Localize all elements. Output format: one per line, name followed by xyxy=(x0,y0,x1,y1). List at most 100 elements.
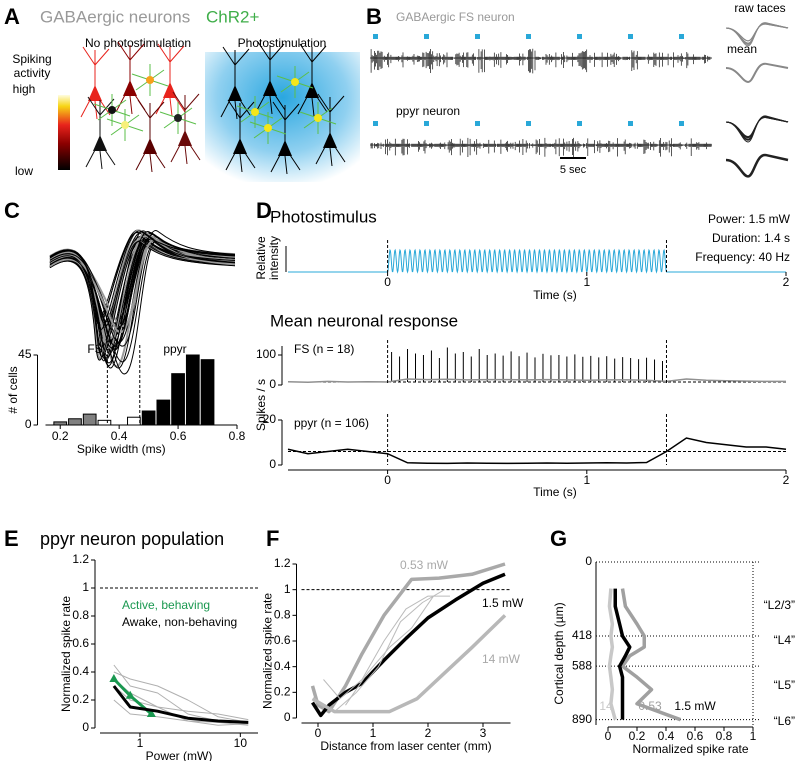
raw-trace xyxy=(369,48,712,74)
x-tick-label: 1 xyxy=(583,473,590,487)
x-tick-label: 0.4 xyxy=(658,729,675,743)
waveform xyxy=(725,117,789,138)
y-tick-label: 100 xyxy=(256,347,276,361)
x-tick-label: 0 xyxy=(315,726,322,740)
panel-title: Mean neuronal response xyxy=(270,311,458,330)
series-line xyxy=(334,589,445,712)
panel-letter: C xyxy=(4,198,20,223)
x-axis-label: Distance from laser center (mm) xyxy=(320,739,491,753)
x-tick-label: 10 xyxy=(234,736,248,750)
soma xyxy=(178,130,192,146)
dendrite xyxy=(220,46,251,120)
x-tick-label: 1 xyxy=(137,736,144,750)
y-tick-label: 0.8 xyxy=(72,608,89,622)
condition-label: Photostimulation xyxy=(238,36,327,50)
waveform-label: raw taces xyxy=(734,1,785,15)
raw-trace xyxy=(369,137,712,157)
condition-label: No photostimulation xyxy=(85,36,191,50)
panel-letter: E xyxy=(4,526,19,551)
stim-marker xyxy=(679,34,684,39)
layer-label: “L5” xyxy=(774,678,795,692)
y-tick-label: 1 xyxy=(82,580,89,594)
stim-marker xyxy=(424,121,429,126)
series-label: 0.53 mW xyxy=(400,558,449,572)
spike-waveform xyxy=(49,230,236,330)
interneuron xyxy=(291,78,299,86)
y-axis-label: # of cells xyxy=(6,366,20,413)
x-tick-label: 0.6 xyxy=(687,729,704,743)
profile-line xyxy=(620,588,682,722)
stim-marker xyxy=(577,121,582,126)
waveform-label: mean xyxy=(727,42,757,56)
marker xyxy=(109,674,119,682)
bar xyxy=(68,418,82,426)
layer-label: “L4” xyxy=(774,633,795,647)
y-tick-label: 0.8 xyxy=(274,608,291,622)
x-tick-label: 0 xyxy=(384,473,391,487)
group-label: ppyr xyxy=(163,342,186,356)
stim-marker xyxy=(679,121,684,126)
soma xyxy=(305,82,319,98)
y-tick-label: 1.2 xyxy=(274,556,291,570)
stim-marker xyxy=(373,121,378,126)
soma xyxy=(88,85,102,101)
y-tick-label: 418 xyxy=(572,628,592,642)
y-axis-label: intensity xyxy=(267,236,281,280)
trace-label: ppyr (n = 106) xyxy=(294,416,369,430)
panel-title-accent: ChR2+ xyxy=(206,7,259,26)
dendrite xyxy=(315,93,346,167)
stim-info: Power: 1.5 mW xyxy=(708,212,791,226)
soma xyxy=(123,80,137,96)
colorbar-title: activity xyxy=(14,66,51,80)
x-tick-label: 1 xyxy=(750,729,757,743)
bar xyxy=(200,359,215,426)
y-tick-label: 45 xyxy=(18,347,32,361)
stim-marker xyxy=(577,34,582,39)
waveform xyxy=(725,23,789,42)
x-axis-label: Normalized spike rate xyxy=(632,742,748,756)
spike-waveform xyxy=(49,230,236,347)
panel-title: Photostimulus xyxy=(270,207,377,226)
dendrite xyxy=(297,43,328,117)
series-label: 14 xyxy=(599,699,613,713)
colorbar-high: high xyxy=(13,82,36,96)
bar xyxy=(156,399,171,426)
x-axis-label: Time (s) xyxy=(533,288,577,302)
soma xyxy=(278,140,292,156)
interneuron xyxy=(251,108,259,116)
waveform xyxy=(725,62,789,83)
interneuron xyxy=(108,106,116,114)
colorbar xyxy=(58,95,70,170)
x-tick-label: 0.4 xyxy=(111,429,128,443)
response-trace xyxy=(287,378,786,384)
scale-label: 5 sec xyxy=(560,164,587,176)
y-tick-label: 0.6 xyxy=(274,633,291,647)
y-tick-label: 1 xyxy=(284,582,291,596)
series-line xyxy=(311,614,507,714)
group-label: FS xyxy=(87,342,102,356)
soma xyxy=(228,85,242,101)
profile-line xyxy=(607,588,617,721)
interneuron xyxy=(174,114,182,122)
bar xyxy=(97,419,112,426)
series-label: Active, behaving xyxy=(122,598,210,612)
interneuron xyxy=(264,124,272,132)
soma xyxy=(323,132,337,148)
interneuron xyxy=(314,114,322,122)
trace-label: FS (n = 18) xyxy=(294,342,354,356)
series-line xyxy=(310,562,506,714)
dendrite xyxy=(155,43,186,117)
soma xyxy=(93,135,107,151)
stim-marker xyxy=(475,34,480,39)
y-tick-label: 1.2 xyxy=(72,552,89,566)
x-axis-label: Time (s) xyxy=(533,485,577,499)
series-line xyxy=(112,685,249,724)
y-axis-label: Relative xyxy=(254,236,268,280)
colorbar-low: low xyxy=(15,164,33,178)
bar xyxy=(185,354,200,426)
panel-title: ppyr neuron population xyxy=(40,529,224,549)
marker xyxy=(146,709,156,717)
y-axis-label: Cortical depth (µm) xyxy=(552,602,566,704)
x-tick-label: 3 xyxy=(480,726,487,740)
